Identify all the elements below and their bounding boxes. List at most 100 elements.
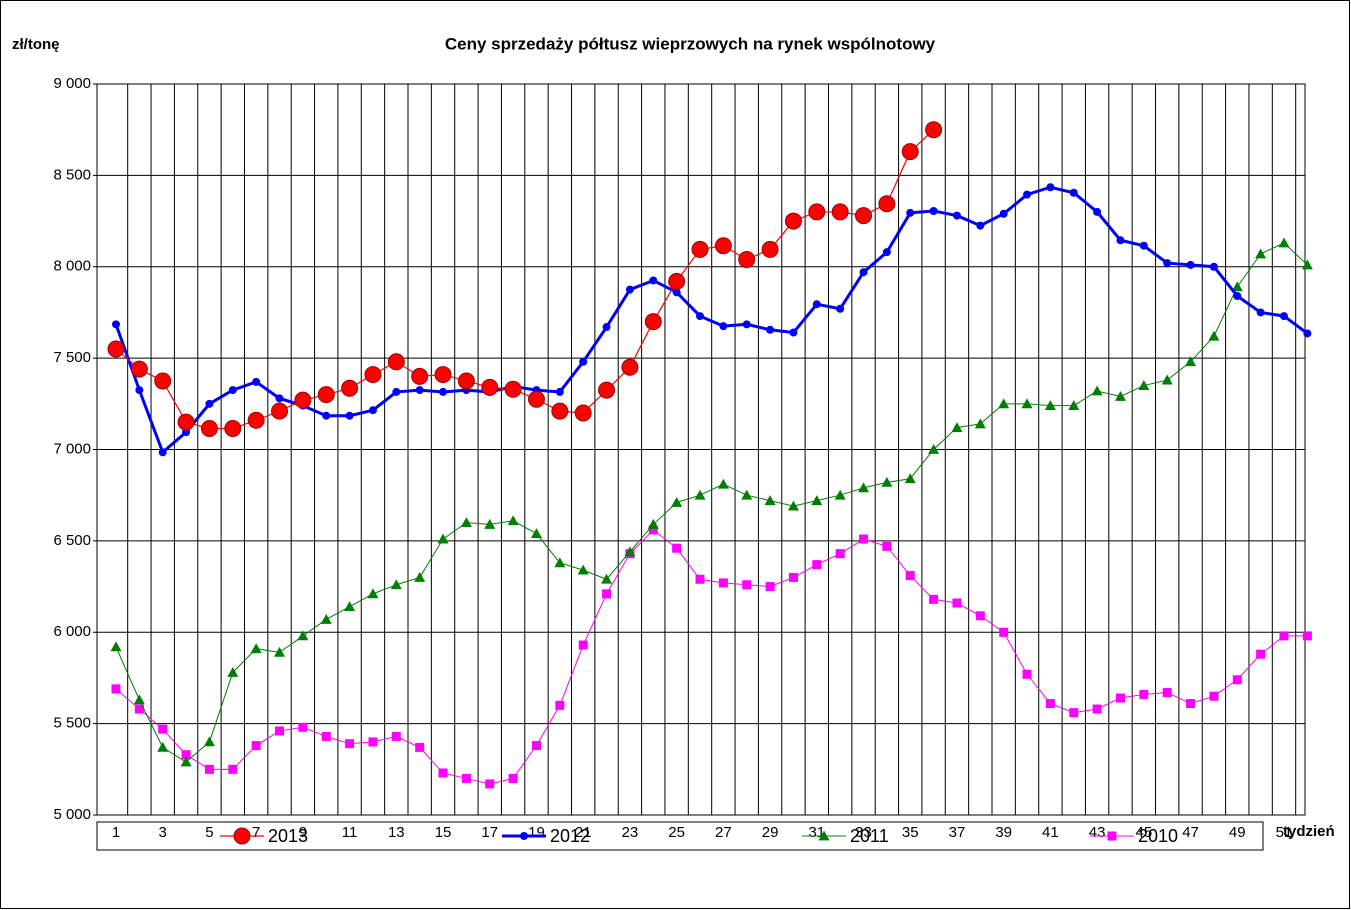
point	[717, 478, 729, 489]
point	[112, 320, 120, 329]
point	[764, 495, 776, 506]
x-tick-label: 49	[1229, 824, 1246, 841]
point	[437, 533, 449, 544]
point	[647, 518, 659, 529]
point	[439, 387, 448, 396]
point	[761, 240, 779, 258]
series-line	[114, 185, 1309, 455]
point	[411, 367, 429, 385]
point	[1023, 190, 1032, 199]
point	[298, 722, 308, 732]
point	[766, 325, 775, 334]
point	[859, 534, 869, 544]
chart-title: Ceny sprzedaży półtusz wieprzowych na ry…	[445, 34, 936, 53]
point	[648, 525, 658, 535]
x-tick-label: 41	[1042, 824, 1059, 841]
point	[414, 571, 426, 582]
point	[1279, 631, 1289, 641]
point	[784, 212, 802, 230]
y-tick-label: 7 000	[53, 440, 91, 457]
point	[787, 500, 799, 511]
x-tick-label: 17	[481, 824, 498, 841]
point	[644, 313, 662, 331]
point	[531, 741, 541, 751]
point	[275, 394, 284, 403]
y-axis-label: zł/tonę	[12, 36, 60, 53]
point	[368, 406, 377, 415]
point	[925, 121, 943, 139]
point	[228, 386, 237, 395]
point	[741, 489, 753, 500]
point	[154, 372, 172, 390]
point	[855, 207, 873, 225]
x-tick-label: 35	[902, 824, 919, 841]
x-tick-label: 15	[435, 824, 452, 841]
point	[1069, 708, 1079, 718]
point	[294, 391, 312, 409]
point	[204, 764, 214, 774]
point	[133, 694, 145, 705]
point	[718, 578, 728, 588]
point	[1208, 330, 1220, 341]
x-tick-label: 47	[1182, 824, 1199, 841]
x-tick-label: 5	[205, 824, 213, 841]
y-tick-label: 6 500	[53, 532, 91, 549]
legend-marker	[520, 832, 528, 840]
x-tick-label: 13	[388, 824, 405, 841]
point	[882, 248, 891, 257]
point	[177, 413, 195, 431]
point	[859, 268, 868, 277]
y-tick-label: 9 000	[53, 75, 91, 92]
x-tick-label: 9	[299, 824, 307, 841]
point	[484, 518, 496, 529]
point	[275, 726, 285, 736]
point	[1302, 631, 1312, 641]
point	[1091, 385, 1103, 396]
point	[527, 390, 545, 408]
plot-border	[96, 83, 1306, 816]
point	[317, 386, 335, 404]
point	[481, 378, 499, 396]
point	[738, 250, 756, 268]
legend-marker	[818, 830, 830, 841]
series-line	[115, 529, 1308, 785]
point	[835, 549, 845, 559]
point	[391, 731, 401, 741]
point	[598, 381, 616, 399]
point	[460, 517, 472, 527]
point	[271, 402, 289, 420]
point	[1045, 699, 1055, 709]
x-tick-label: 43	[1089, 824, 1106, 841]
point	[714, 237, 732, 255]
point	[1163, 259, 1172, 268]
point	[555, 387, 564, 396]
point	[602, 589, 612, 599]
point	[107, 340, 125, 358]
point	[367, 588, 379, 599]
point	[878, 195, 896, 213]
point	[788, 572, 798, 582]
point	[812, 560, 822, 570]
point	[1114, 391, 1126, 401]
point	[691, 240, 709, 258]
x-tick-label: 25	[668, 824, 685, 841]
point	[808, 203, 826, 221]
point	[252, 377, 261, 386]
x-tick-label: 45	[1135, 824, 1152, 841]
point	[321, 731, 331, 741]
x-tick-label: 7	[252, 824, 260, 841]
point	[831, 203, 849, 221]
y-tick-label: 5 000	[53, 806, 91, 823]
y-tick-label: 8 500	[53, 166, 91, 183]
point	[574, 404, 592, 422]
x-tick-label: 23	[622, 824, 639, 841]
point	[200, 419, 218, 437]
point	[952, 598, 962, 608]
point	[415, 742, 425, 752]
point	[390, 579, 402, 590]
point	[345, 739, 355, 749]
point	[228, 764, 238, 774]
point	[1186, 699, 1196, 709]
legend-marker	[233, 827, 251, 845]
